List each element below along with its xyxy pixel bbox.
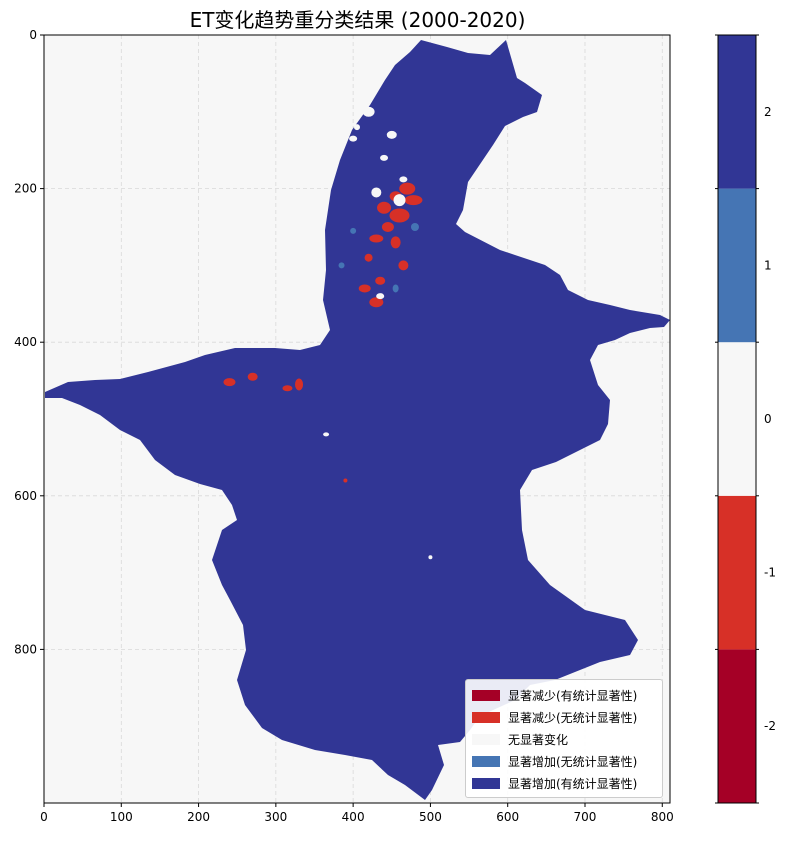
class-patch — [410, 223, 419, 231]
colorbar-tick-label: -1 — [764, 566, 776, 580]
class-patch — [404, 195, 423, 206]
class-patch — [392, 284, 399, 293]
legend-swatch — [472, 777, 500, 789]
axes-frame — [43, 34, 671, 804]
legend-item: 无显著变化 — [472, 728, 656, 750]
colorbar-segment — [718, 342, 756, 496]
legend-item: 显著减少(有统计显著性) — [472, 684, 656, 706]
x-tick-label: 500 — [419, 810, 442, 824]
x-tick-label: 300 — [264, 810, 287, 824]
class-patch — [399, 176, 408, 183]
class-patch — [338, 262, 345, 269]
y-tick-label: 600 — [14, 489, 37, 503]
region-increase-significant — [45, 40, 670, 800]
colorbar-segment — [718, 188, 756, 343]
legend-swatch — [472, 755, 500, 767]
class-patch — [369, 234, 384, 243]
class-patches — [223, 106, 433, 560]
colorbar-segments — [718, 35, 756, 803]
class-patch — [362, 106, 375, 117]
colorbar-segment — [718, 495, 756, 650]
x-tick-label: 100 — [110, 810, 133, 824]
class-patch — [295, 378, 304, 391]
class-patch — [428, 555, 433, 560]
class-patch — [386, 130, 397, 139]
legend: 显著减少(有统计显著性) 显著减少(无统计显著性) 无显著变化 显著增加(无统计… — [465, 679, 663, 798]
legend-label: 显著增加(有统计显著性) — [508, 776, 638, 791]
class-patch — [377, 201, 392, 214]
class-patch — [349, 135, 358, 142]
colorbar-segment — [718, 35, 756, 189]
y-tick-label: 400 — [14, 335, 37, 349]
class-patch — [247, 372, 258, 381]
region-map — [45, 40, 670, 800]
x-tick-label: 700 — [574, 810, 597, 824]
colorbar-tick-label: 1 — [764, 258, 772, 272]
class-patch — [390, 236, 401, 249]
class-patch — [399, 182, 416, 195]
class-patch — [358, 284, 371, 293]
legend-item: 显著减少(无统计显著性) — [472, 706, 656, 728]
legend-label: 显著减少(有统计显著性) — [508, 688, 638, 703]
x-tick-label: 600 — [496, 810, 519, 824]
legend-swatch — [472, 689, 500, 701]
class-patch — [343, 478, 348, 483]
legend-label: 显著增加(无统计显著性) — [508, 754, 638, 769]
x-tick-label: 800 — [651, 810, 674, 824]
legend-swatch — [472, 711, 500, 723]
class-patch — [354, 124, 360, 131]
class-patch — [350, 227, 357, 234]
y-axis-ticks: 0 200 400 600 800 — [14, 28, 44, 656]
axes — [43, 34, 671, 804]
legend-label: 无显著变化 — [508, 732, 569, 747]
colorbar-frame — [717, 34, 757, 804]
class-patch — [371, 187, 382, 198]
legend-label: 显著减少(无统计显著性) — [508, 710, 638, 725]
y-tick-label: 200 — [14, 182, 37, 196]
colorbar-segment — [718, 649, 756, 803]
class-patch — [393, 194, 406, 207]
class-patch — [369, 297, 384, 308]
x-tick-label: 400 — [342, 810, 365, 824]
class-patch — [375, 276, 386, 285]
class-patch — [381, 222, 394, 232]
legend-item: 显著增加(有统计显著性) — [472, 772, 656, 794]
class-patch — [389, 208, 410, 223]
class-patch — [223, 378, 236, 387]
x-axis-ticks: 0 100 200 300 400 500 600 700 800 — [40, 803, 674, 824]
colorbar-tick-label: 2 — [764, 105, 772, 119]
class-patch — [311, 259, 318, 264]
legend-item: 显著增加(无统计显著性) — [472, 750, 656, 772]
colorbar-tick-label: 0 — [764, 412, 772, 426]
colorbar-tick-label: -2 — [764, 719, 776, 733]
class-patch — [398, 260, 409, 271]
colorbar-ticks: -2 -1 0 1 2 — [715, 34, 776, 804]
x-tick-label: 200 — [187, 810, 210, 824]
class-patch — [380, 154, 389, 161]
class-patch — [376, 293, 385, 300]
x-tick-label: 0 — [40, 810, 48, 824]
class-patch — [323, 432, 330, 437]
legend-swatch — [472, 733, 500, 745]
class-patch — [364, 253, 373, 262]
y-tick-label: 800 — [14, 642, 37, 656]
class-patch — [282, 385, 293, 392]
y-tick-label: 0 — [29, 28, 37, 42]
chart-title: ET变化趋势重分类结果 (2000-2020) — [189, 8, 526, 32]
